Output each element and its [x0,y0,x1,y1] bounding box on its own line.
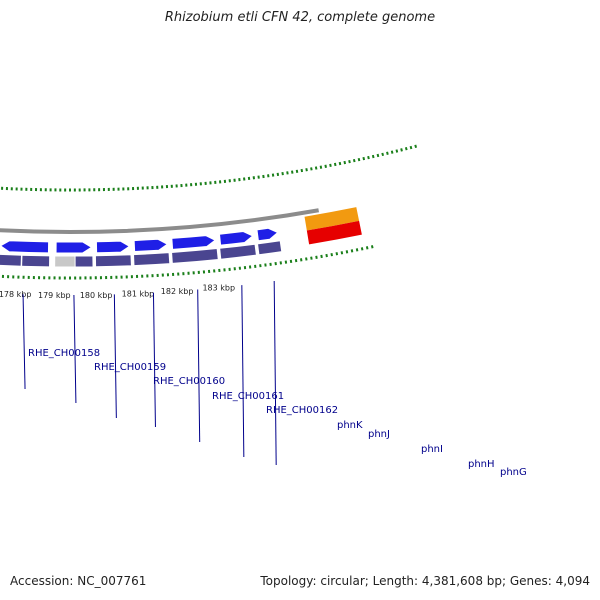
inner-tick [325,253,328,258]
leader-line [113,294,117,419]
leader-line [241,285,245,458]
outer-tick [400,148,403,152]
outer-tick [348,159,351,164]
cds-arrow [171,235,216,250]
outer-tick [338,161,342,166]
gene-track [0,240,283,268]
outer-tick [305,168,308,172]
outer-tick [343,160,347,165]
inner-tick [330,252,333,257]
outer-tick [371,154,375,159]
outer-tick [367,155,370,160]
inner-tick-ring [1,245,374,280]
outer-tick [352,158,356,163]
inner-tick [335,252,339,256]
inner-tick [315,255,318,259]
gene-label: RHE_CH00161 [212,391,284,402]
kbp-label: 179 kbp [38,291,71,300]
gene-label: phnG [500,467,527,478]
outer-tick [376,153,380,158]
cds-arrow [218,231,254,246]
gene-bar [0,253,51,268]
inner-tick [355,248,359,252]
genome-summary: Topology: circular; Length: 4,381,608 bp… [260,574,590,588]
inner-tick [360,247,364,251]
map-title: Rhizobium etli CFN 42, complete genome [164,10,436,25]
kbp-label: 181 kbp [122,289,155,298]
cds-arrow [256,227,279,242]
outer-tick [390,150,394,154]
leader-line [22,294,26,390]
kbp-label: 183 kbp [202,284,235,293]
outer-tick [404,147,408,151]
kbp-label: 182 kbp [161,287,194,296]
rna-feature-orange [304,207,360,231]
gene-bar [94,254,132,268]
gene-label: phnH [468,459,495,470]
inner-tick [345,250,349,254]
outer-tick [409,145,413,150]
pseudo-bar [54,255,76,268]
inner-tick [340,251,344,255]
accession-label: Accession: NC_007761 [10,574,147,588]
outer-tick [329,163,332,168]
gene-label: phnK [337,420,363,431]
cds-arrow [0,240,50,254]
outer-tick [357,157,361,162]
cds-arrow [95,240,131,254]
rna-features [304,207,362,245]
kbp-label: 178 kbp [0,290,31,299]
outer-tick [386,151,389,155]
inner-tick [350,249,354,253]
leader-line [197,289,201,443]
gene-label-group: RHE_CH00158 RHE_CH00159 RHE_CH00160 RHE_CH0… [22,280,527,478]
gene-bar [171,247,219,264]
outer-tick-ring [1,144,418,192]
gene-bar [256,240,283,256]
cds-arrow [55,241,93,254]
outer-tick [381,152,384,157]
gene-label: phnI [421,444,443,455]
outer-tick [362,156,366,161]
leader-line [273,280,277,466]
backbone-arc [0,208,320,235]
gene-label: RHE_CH00159 [94,362,166,373]
inner-tick [365,246,369,250]
outer-tick [314,166,318,170]
rna-feature-red [306,220,362,245]
inner-tick [370,245,374,249]
gene-label: phnJ [368,429,390,440]
outer-tick [324,164,327,168]
leader-line [73,294,77,404]
gene-label: RHE_CH00158 [28,348,100,359]
outer-tick [310,167,313,171]
cds-track [0,227,279,254]
outer-tick [414,144,418,149]
backbone-ring [0,208,320,235]
cds-arrow [133,238,169,253]
outer-tick [333,162,337,167]
outer-tick [300,168,304,173]
inner-tick [320,254,323,259]
kbp-label: 180 kbp [80,291,113,300]
gene-label: RHE_CH00160 [153,376,225,387]
outer-tick [319,165,323,169]
outer-tick [395,149,399,153]
gene-bar [219,243,257,260]
leader-line [152,292,156,428]
gene-label: RHE_CH00162 [266,405,338,416]
gene-bar [132,252,171,267]
